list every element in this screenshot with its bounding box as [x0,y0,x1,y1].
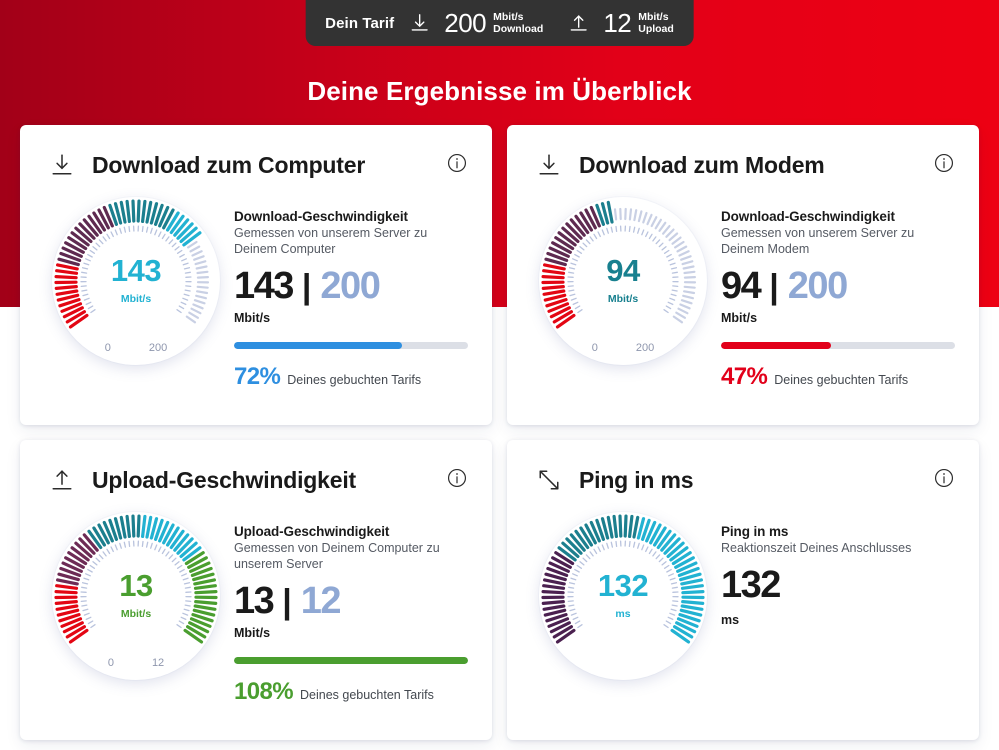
tariff-download-value: 200 [444,8,487,38]
metric-max: 200 [320,265,380,307]
progress-bar-fill [721,342,831,349]
info-circle-icon[interactable] [446,467,468,494]
tariff-upload-unit-sub: Upload [638,23,674,35]
metric-big-row: 94 | 200 [721,267,955,305]
card-body: 143 Mbit/s 0 200 Download-Geschwindigkeit Gem… [20,179,492,389]
download-arrow-icon [48,151,78,179]
percent-row: 72% Deines gebuchten Tarifs [234,365,468,389]
metric-value: 13 [234,580,275,622]
result-card-upload-geschwindigkeit: Upload-Geschwindigkeit 13 Mbit/s 0 12 Upload-… [20,440,492,740]
percent-caption: Deines gebuchten Tarifs [299,688,434,702]
metric-separator: | [769,268,779,306]
metric-unit: Mbit/s [721,311,758,325]
result-card-download-zum-computer: Download zum Computer 143 Mbit/s 0 200 Downlo… [20,125,492,425]
tariff-pill: Dein Tarif 200 Mbit/s Download 12 [305,0,694,46]
percent-caption: Deines gebuchten Tarifs [287,373,422,387]
metric-description: Reaktionszeit Deines Anschlusses [721,541,912,555]
metric-unit: Mbit/s [234,311,271,325]
metric-unit: ms [721,613,740,627]
tariff-upload-group: 12 Mbit/s Upload [603,10,674,36]
metric-panel: Upload-Geschwindigkeit Gemessen von Deine… [226,502,468,704]
card-header: Download zum Computer [20,125,492,179]
latency-diagonal-arrows-icon [535,466,565,494]
metric-separator: | [282,583,292,621]
gauge-scale: 0 200 [533,342,713,354]
gauge-scale-min: 0 [104,342,111,354]
metric-description: Gemessen von unserem Server zu Deinem Mo… [721,226,915,256]
metric-label: Ping in ms [721,524,789,539]
card-header: Ping in ms [507,440,979,494]
gauge-scale-max: 200 [635,342,655,354]
metric-value: 94 [721,265,762,307]
card-body: 94 Mbit/s 0 200 Download-Geschwindigkeit Geme… [507,179,979,389]
tariff-download-group: 200 Mbit/s Download [444,10,543,36]
tariff-download-unit: Mbit/s [493,10,524,23]
card-header: Download zum Modem [507,125,979,179]
gauge-scale-min: 0 [591,342,598,354]
progress-bar-track [234,657,468,664]
speed-gauge: 143 Mbit/s 0 200 [46,191,226,371]
percent-row: 47% Deines gebuchten Tarifs [721,365,955,389]
card-title: Download zum Modem [579,151,825,178]
metric-description: Gemessen von unserem Server zu Deinem Co… [234,226,428,256]
metric-value: 132 [721,564,781,606]
card-title: Ping in ms [579,466,694,493]
tariff-upload-value: 12 [603,8,632,38]
results-card-grid: Download zum Computer 143 Mbit/s 0 200 Downlo… [20,125,979,740]
info-circle-icon[interactable] [933,152,955,179]
download-arrow-icon [408,12,430,34]
tariff-download-unit-sub: Download [493,23,544,35]
gauge-scale-max: 200 [148,342,168,354]
speed-gauge: 13 Mbit/s 0 12 [46,506,226,686]
upload-arrow-icon [567,12,589,34]
card-title: Download zum Computer [92,151,366,178]
metric-label: Upload-Geschwindigkeit [234,524,390,539]
result-card-download-zum-modem: Download zum Modem 94 Mbit/s 0 200 Download-G… [507,125,979,425]
gauge-scale-max: 12 [151,657,165,669]
percent-value: 108% [234,678,294,705]
percent-caption: Deines gebuchten Tarifs [774,373,909,387]
upload-arrow-icon [48,466,78,494]
tariff-label: Dein Tarif [325,14,395,32]
metric-big-row: 132 [721,566,955,604]
card-body: 13 Mbit/s 0 12 Upload-Geschwindigkeit Gemesse… [20,494,492,704]
metric-big-row: 143 | 200 [234,267,468,305]
metric-label: Download-Geschwindigkeit [721,209,895,224]
progress-bar-track [234,342,468,349]
speed-gauge: 132 ms [533,506,713,686]
metric-max: 200 [787,265,848,307]
progress-bar-fill [234,657,468,664]
metric-panel: Ping in ms Reaktionszeit Deines Anschluss… [713,502,955,686]
info-circle-icon[interactable] [933,467,955,494]
metric-panel: Download-Geschwindigkeit Gemessen von uns… [713,187,955,389]
card-body: 132 ms Ping in ms Reaktionszeit Deines Ansc… [507,494,979,686]
metric-value: 143 [234,265,294,307]
tariff-upload-unit: Mbit/s [638,10,669,23]
progress-bar-track [721,342,955,349]
gauge-scale: 0 200 [46,342,226,354]
gauge-scale-min: 0 [107,657,114,669]
metric-unit: Mbit/s [234,626,271,640]
percent-value: 47% [721,363,768,390]
metric-separator: | [301,268,312,306]
download-arrow-icon [535,151,565,179]
card-header: Upload-Geschwindigkeit [20,440,492,494]
progress-bar-fill [234,342,403,349]
card-title: Upload-Geschwindigkeit [92,466,356,493]
metric-panel: Download-Geschwindigkeit Gemessen von uns… [226,187,468,389]
result-card-ping-in-ms: Ping in ms 132 ms Ping in ms Reaktionszeit D… [507,440,979,740]
metric-max: 12 [300,580,342,622]
metric-big-row: 13 | 12 [234,582,468,620]
percent-row: 108% Deines gebuchten Tarifs [234,680,468,704]
metric-description: Gemessen von Deinem Computer zu unserem … [234,541,440,571]
gauge-scale: 0 12 [46,657,226,669]
metric-label: Download-Geschwindigkeit [234,209,408,224]
page-title: Deine Ergebnisse im Überblick [307,76,692,106]
info-circle-icon[interactable] [446,152,468,179]
percent-value: 72% [234,363,281,390]
speed-gauge: 94 Mbit/s 0 200 [533,191,713,371]
